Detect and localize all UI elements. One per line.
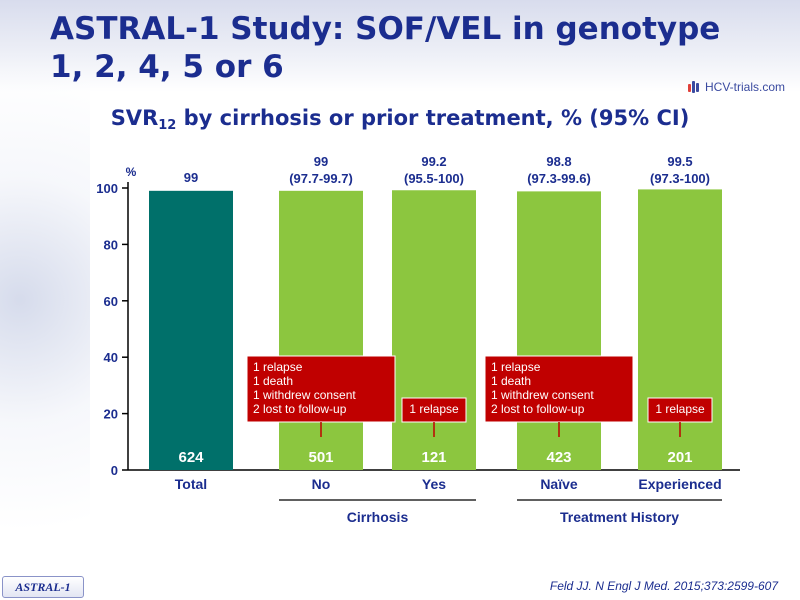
y-axis-label: % — [126, 165, 137, 179]
bar-n-label: 423 — [546, 449, 571, 466]
y-tick-label: 80 — [104, 237, 118, 252]
bar-value-label: 99.5 — [667, 154, 692, 169]
bar-n-label: 501 — [308, 449, 333, 466]
x-tick-label: Naïve — [540, 476, 578, 492]
chart-title: SVR12 by cirrhosis or prior treatment, %… — [0, 106, 800, 133]
annotation-box — [246, 355, 396, 423]
annotation-text: 1 death — [253, 374, 293, 388]
annotation-text: 1 death — [491, 374, 531, 388]
bar-ci-label: (97.7-99.7) — [289, 171, 353, 186]
x-tick-label: Yes — [422, 476, 446, 492]
bar-n-label: 121 — [421, 449, 446, 466]
annotation-text: 2 lost to follow-up — [253, 402, 347, 416]
bar-value-label: 99 — [184, 170, 198, 185]
bar-ci-label: (97.3-99.6) — [527, 171, 591, 186]
bar-n-label: 201 — [667, 449, 692, 466]
annotation-box — [401, 397, 467, 423]
bar — [149, 190, 233, 470]
slide-title: ASTRAL-1 Study: SOF/VEL in genotype 1, 2… — [50, 11, 721, 85]
x-tick-label: No — [312, 476, 331, 492]
bar-ci-label: (97.3-100) — [650, 171, 710, 186]
bar-n-label: 624 — [178, 449, 204, 466]
annotation-text: 1 relapse — [409, 402, 459, 416]
bar-value-label: 98.8 — [546, 154, 571, 169]
logo-icon — [688, 80, 702, 94]
y-tick-label: 100 — [96, 181, 118, 196]
annotation-text: 1 relapse — [491, 360, 541, 374]
annotation-text: 1 relapse — [253, 360, 303, 374]
x-tick-label: Experienced — [638, 476, 721, 492]
hcv-trials-logo: HCV-trials.com — [688, 80, 785, 94]
logo-text: HCV-trials.com — [705, 80, 786, 94]
bar-value-label: 99.2 — [421, 154, 446, 169]
chart-title-subscript: 12 — [158, 118, 177, 133]
annotation-text: 2 lost to follow-up — [491, 402, 585, 416]
annotation-text: 1 withdrew consent — [253, 388, 356, 402]
group-label: Treatment History — [560, 509, 679, 525]
annotation-box — [647, 397, 713, 423]
y-tick-label: 40 — [104, 350, 118, 365]
slide-header — [0, 0, 800, 92]
y-tick-label: 60 — [104, 294, 118, 309]
chart-title-main: SVR — [110, 106, 159, 130]
bar-value-label: 99 — [314, 154, 328, 169]
annotation-text: 1 relapse — [655, 402, 705, 416]
x-tick-label: Total — [175, 476, 207, 492]
bar-ci-label: (95.5-100) — [404, 171, 464, 186]
background-burst — [0, 0, 90, 600]
annotation-text: 1 withdrew consent — [491, 388, 594, 402]
study-tag: ASTRAL-1 — [2, 576, 84, 598]
chart-title-rest: by cirrhosis or prior treatment, % (95% … — [176, 106, 690, 130]
group-label: Cirrhosis — [347, 509, 409, 525]
annotation-box — [484, 355, 634, 423]
reference-citation: Feld JJ. N Engl J Med. 2015;373:2599-607 — [549, 579, 778, 593]
y-tick-label: 20 — [104, 407, 118, 422]
y-tick-label: 0 — [111, 463, 118, 478]
